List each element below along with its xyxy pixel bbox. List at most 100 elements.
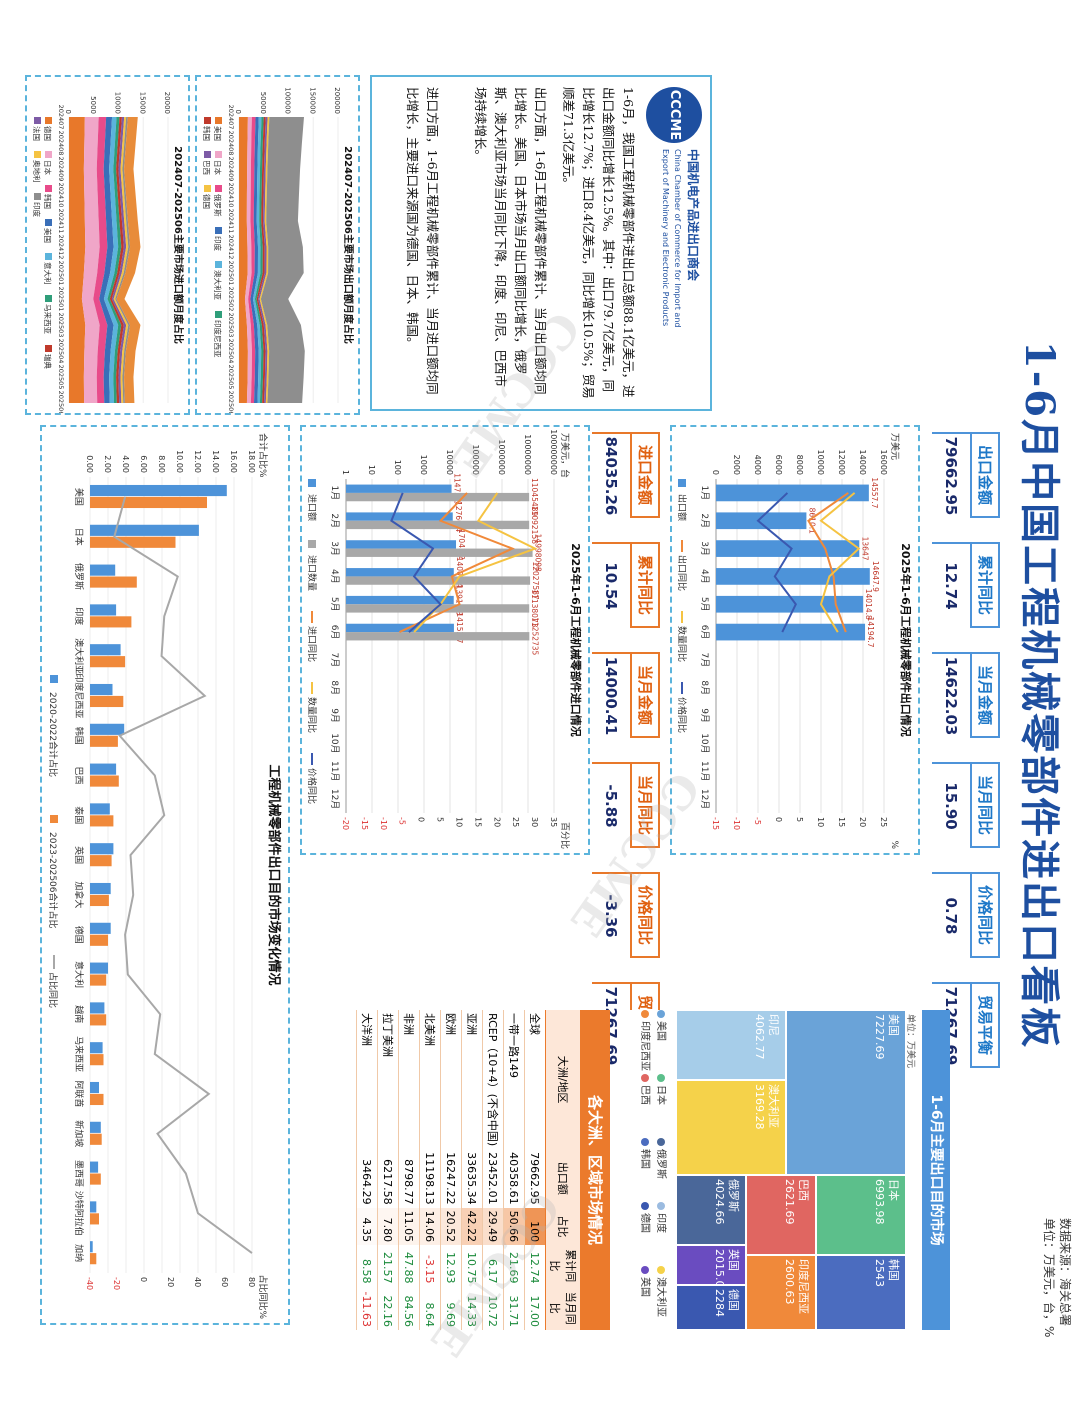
table-row: 非洲 8798.77 11.05 47.88 84.56 [398, 1010, 420, 1330]
import-chart-panel: 2025年1-6月工程机械零部件进口情况 万美元，台 百分比 1 10 100 1000 10… [300, 425, 590, 855]
legend-label: 法国 [32, 126, 42, 141]
table-cell: 21.57 [377, 1245, 399, 1287]
area-series [259, 117, 270, 403]
region-table: 大洲/地区 出口额 占比 累计同比 当月同比 全球 79662.95 100 12.74 17.… [356, 1010, 580, 1330]
x-tick-label: 5月 [699, 597, 710, 612]
bar [345, 540, 457, 549]
treemap-legend: 美国 日本 俄罗斯 印度 澳大利亚 印度尼西亚 巴西 韩国 德国 英国 [620, 1010, 670, 1330]
kpi-label: 出口金额 [970, 432, 1000, 518]
bar [89, 723, 125, 735]
table-cell: 10.75 [461, 1245, 483, 1287]
y-tick-label: 2.00 [103, 455, 112, 473]
x-tick-label: 越南 [73, 1005, 85, 1023]
y-tick-label: 0.00 [85, 455, 94, 473]
table-cell: 4.35 [356, 1207, 378, 1246]
page-title: 1-6月中国工程机械零部件进出口看板 [1016, 340, 1063, 1050]
bar [89, 1133, 102, 1145]
y-tick-label: 0 [711, 470, 720, 475]
legend-swatch [308, 479, 316, 487]
export-kpi-card: 累计同比 12.74 [932, 542, 1000, 628]
x-tick-label: 202411 [57, 209, 65, 234]
x-tick-label: 10月 [329, 733, 340, 753]
data-label: 11045489 [530, 478, 539, 516]
bar [89, 616, 132, 628]
legend-label: 印度 [32, 202, 42, 217]
import-kpi-card: 当月金额 14000.41 [592, 652, 660, 738]
legend-label: 数量同比 [676, 626, 688, 662]
area-series [99, 117, 114, 403]
x-tick-label: 9月 [329, 708, 340, 723]
legend-swatch [204, 117, 211, 124]
legend-label: 出口同比 [676, 555, 688, 591]
y2-tick-label: -5 [753, 817, 762, 825]
x-tick-label: 202502 [227, 287, 235, 312]
bar [346, 492, 530, 502]
y2-tick-label: -10 [379, 817, 388, 830]
legend-swatch [308, 540, 316, 548]
legend-label: 奥地利 [32, 160, 42, 183]
x-tick-label: 美国 [73, 488, 85, 506]
data-label: 11092158 [530, 506, 539, 544]
legend-label: 印度尼西亚 [639, 1021, 650, 1071]
y-tick-label: 0 [234, 110, 242, 114]
treemap-cell-name: 英国 [727, 1249, 740, 1271]
treemap-cell: 印度尼西亚 2600.63 [746, 1255, 816, 1330]
legend-label: 德国 [202, 194, 212, 209]
kpi-label: 当月金额 [630, 652, 660, 738]
y-tick-label: 12000 [837, 450, 846, 475]
bar [346, 576, 531, 585]
bar [346, 548, 533, 557]
chart-title: 2025年1-6月工程机械零部件进口情况 [569, 543, 583, 737]
bar [89, 484, 227, 497]
area-series [239, 117, 248, 403]
data-source: 数据来源：海关总署 [1058, 1218, 1072, 1327]
area-series [256, 117, 266, 403]
bar [715, 623, 866, 641]
treemap-cell-value: 2015.09 [713, 1249, 726, 1285]
legend-label: 出口额 [676, 494, 688, 521]
treemap-unit: 单位：万美元 [905, 1014, 915, 1069]
x-tick-label: 202408 [227, 131, 235, 156]
x-tick-label: 9月 [699, 708, 710, 723]
x-tick-label: 202409 [227, 157, 235, 182]
chart-title: 2025年1-6月工程机械零部件出口情况 [899, 543, 913, 737]
y-axis-label: 万美元，台 [559, 433, 571, 478]
x-tick-label: 202407 [227, 105, 235, 130]
x-tick-label: 3月 [699, 541, 710, 556]
bar [89, 843, 114, 855]
y-tick-label: 100000000 [549, 429, 558, 475]
x-tick-label: 202411 [227, 209, 235, 234]
kpi-label: 进口金额 [630, 432, 660, 518]
legend-swatch [215, 117, 222, 124]
export-kpi-card: 价格同比 0.78 [932, 872, 1000, 958]
legend-label: 马来西亚 [43, 304, 52, 334]
treemap-cell-value: 2621.69 [783, 1179, 796, 1225]
kpi-value: 12.74 [932, 542, 970, 628]
y-tick-label: 10000 [114, 92, 122, 114]
area-series [115, 117, 131, 403]
destination-change-chart: 工程机械零部件出口目的市场变化情况 合计占比% 占比同比% 0.00 2.00 4.00 6… [47, 433, 282, 1319]
bar [90, 576, 137, 588]
legend-swatch [215, 185, 222, 192]
bar [90, 1081, 99, 1094]
x-tick-label: 6月 [699, 625, 710, 640]
chart-title: 202407-202506主要市场出口额月度占比 [342, 146, 355, 344]
treemap-legend-item: 韩国 [639, 1138, 654, 1169]
x-tick-label: 加纳 [73, 1244, 85, 1262]
treemap-cell-name: 印尼 [767, 1014, 780, 1036]
treemap-cell: 印尼 4062.77 [676, 1010, 786, 1080]
x-tick-label: 202412 [57, 235, 65, 260]
export-monthly-chart: 2025年1-6月工程机械零部件出口情况 万美元% 0 2000 4000 6000 800… [676, 433, 913, 849]
legend-swatch [34, 193, 41, 200]
legend-swatch [641, 1010, 649, 1018]
y2-tick-label: 5 [436, 817, 445, 822]
legend-label: 德国 [43, 126, 53, 141]
y-tick-label: 5000 [89, 96, 97, 114]
table-cell: 50.66 [503, 1207, 525, 1246]
bar [90, 1213, 99, 1225]
kpi-value: 79662.95 [932, 432, 970, 518]
table-cell: 21.69 [503, 1245, 525, 1287]
bar [90, 695, 124, 708]
table-cell: 31.71 [503, 1286, 525, 1330]
treemap-legend-item: 俄罗斯 [655, 1138, 670, 1179]
